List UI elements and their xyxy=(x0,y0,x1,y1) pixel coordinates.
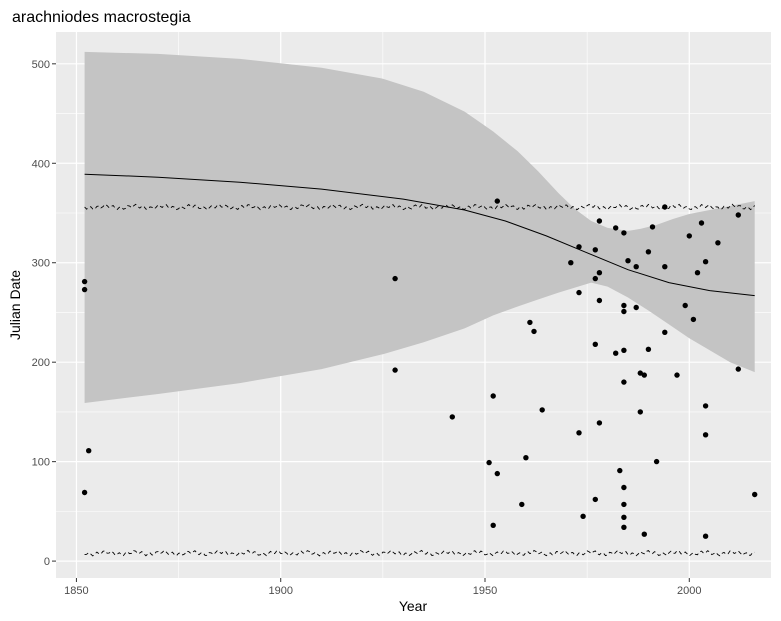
data-point xyxy=(621,379,627,385)
data-point xyxy=(592,496,598,503)
confidence-band xyxy=(84,51,755,404)
data-point xyxy=(613,350,619,356)
data-point xyxy=(392,367,398,373)
data-points xyxy=(81,198,758,539)
data-point xyxy=(613,225,619,231)
data-point xyxy=(596,270,603,276)
data-point xyxy=(596,218,603,224)
x-tick-label: 2000 xyxy=(677,585,701,597)
data-point xyxy=(649,224,656,230)
data-point xyxy=(621,230,627,236)
data-point xyxy=(568,260,574,266)
data-point xyxy=(519,501,525,508)
data-point xyxy=(702,259,709,265)
data-point xyxy=(633,304,639,311)
data-point xyxy=(621,347,627,353)
x-tick-label: 1850 xyxy=(64,585,88,597)
data-point xyxy=(686,233,692,239)
data-point xyxy=(527,319,533,326)
data-point xyxy=(641,372,647,378)
data-point xyxy=(621,484,627,491)
confidence-ribbon xyxy=(84,51,755,404)
data-point xyxy=(621,501,627,508)
y-tick-label: 200 xyxy=(32,357,50,369)
y-tick-label: 100 xyxy=(32,457,50,469)
y-tick-label: 300 xyxy=(32,258,50,270)
data-point xyxy=(637,370,643,376)
data-point xyxy=(702,403,709,409)
y-tick-label: 400 xyxy=(32,158,50,170)
data-point xyxy=(576,430,582,436)
smooth-trend-line xyxy=(84,173,755,297)
data-point xyxy=(752,491,758,498)
data-point xyxy=(682,302,688,309)
data-point xyxy=(645,249,652,255)
data-point xyxy=(490,393,496,399)
data-point xyxy=(486,459,492,466)
data-point xyxy=(576,289,582,296)
data-point xyxy=(637,409,643,415)
data-point xyxy=(490,522,496,528)
data-point xyxy=(576,244,582,250)
data-point xyxy=(674,372,680,378)
data-point xyxy=(702,432,709,438)
dashed-lines xyxy=(84,203,756,557)
y-axis: 0 100 200 300 400 500 xyxy=(32,59,56,568)
data-point xyxy=(494,198,500,204)
data-point xyxy=(621,308,627,315)
data-point xyxy=(81,278,88,285)
data-point xyxy=(715,240,721,246)
data-point xyxy=(592,247,598,253)
data-point xyxy=(735,212,741,218)
data-point xyxy=(645,346,652,352)
data-point xyxy=(617,467,623,474)
data-point xyxy=(81,489,88,496)
data-point xyxy=(81,286,88,293)
x-tick-label: 1900 xyxy=(268,585,292,597)
data-point xyxy=(596,297,603,304)
data-point xyxy=(531,328,537,335)
data-point xyxy=(641,531,647,537)
y-axis-title: Julian Date xyxy=(7,270,23,340)
data-point xyxy=(621,524,627,530)
data-point xyxy=(735,366,741,372)
data-point xyxy=(86,448,92,454)
x-tick-label: 1950 xyxy=(473,585,497,597)
data-point xyxy=(580,513,586,519)
x-axis: 1850 1900 1950 2000 xyxy=(64,578,702,597)
data-point xyxy=(653,458,660,465)
data-point xyxy=(621,302,627,309)
data-point xyxy=(621,514,627,520)
data-point xyxy=(662,264,668,270)
data-point xyxy=(690,316,697,323)
data-point xyxy=(698,220,705,226)
data-point xyxy=(494,470,500,477)
chart-title: arachniodes macrostegia xyxy=(12,9,191,26)
data-point xyxy=(539,407,545,413)
data-point xyxy=(662,204,668,210)
data-point xyxy=(449,414,455,420)
data-point xyxy=(392,275,398,282)
lower-dashed-line xyxy=(84,549,755,557)
x-axis-title: Year xyxy=(399,598,428,614)
data-point xyxy=(596,420,603,426)
trend-line xyxy=(84,173,755,297)
y-tick-label: 0 xyxy=(44,556,50,568)
data-point xyxy=(592,341,598,347)
data-point xyxy=(633,264,639,270)
y-tick-label: 500 xyxy=(32,59,50,71)
data-point xyxy=(694,270,701,276)
data-point xyxy=(702,533,709,539)
data-point xyxy=(625,258,631,264)
data-point xyxy=(662,329,668,335)
data-point xyxy=(592,275,598,282)
upper-dashed-line xyxy=(84,203,756,211)
data-point xyxy=(523,455,529,461)
